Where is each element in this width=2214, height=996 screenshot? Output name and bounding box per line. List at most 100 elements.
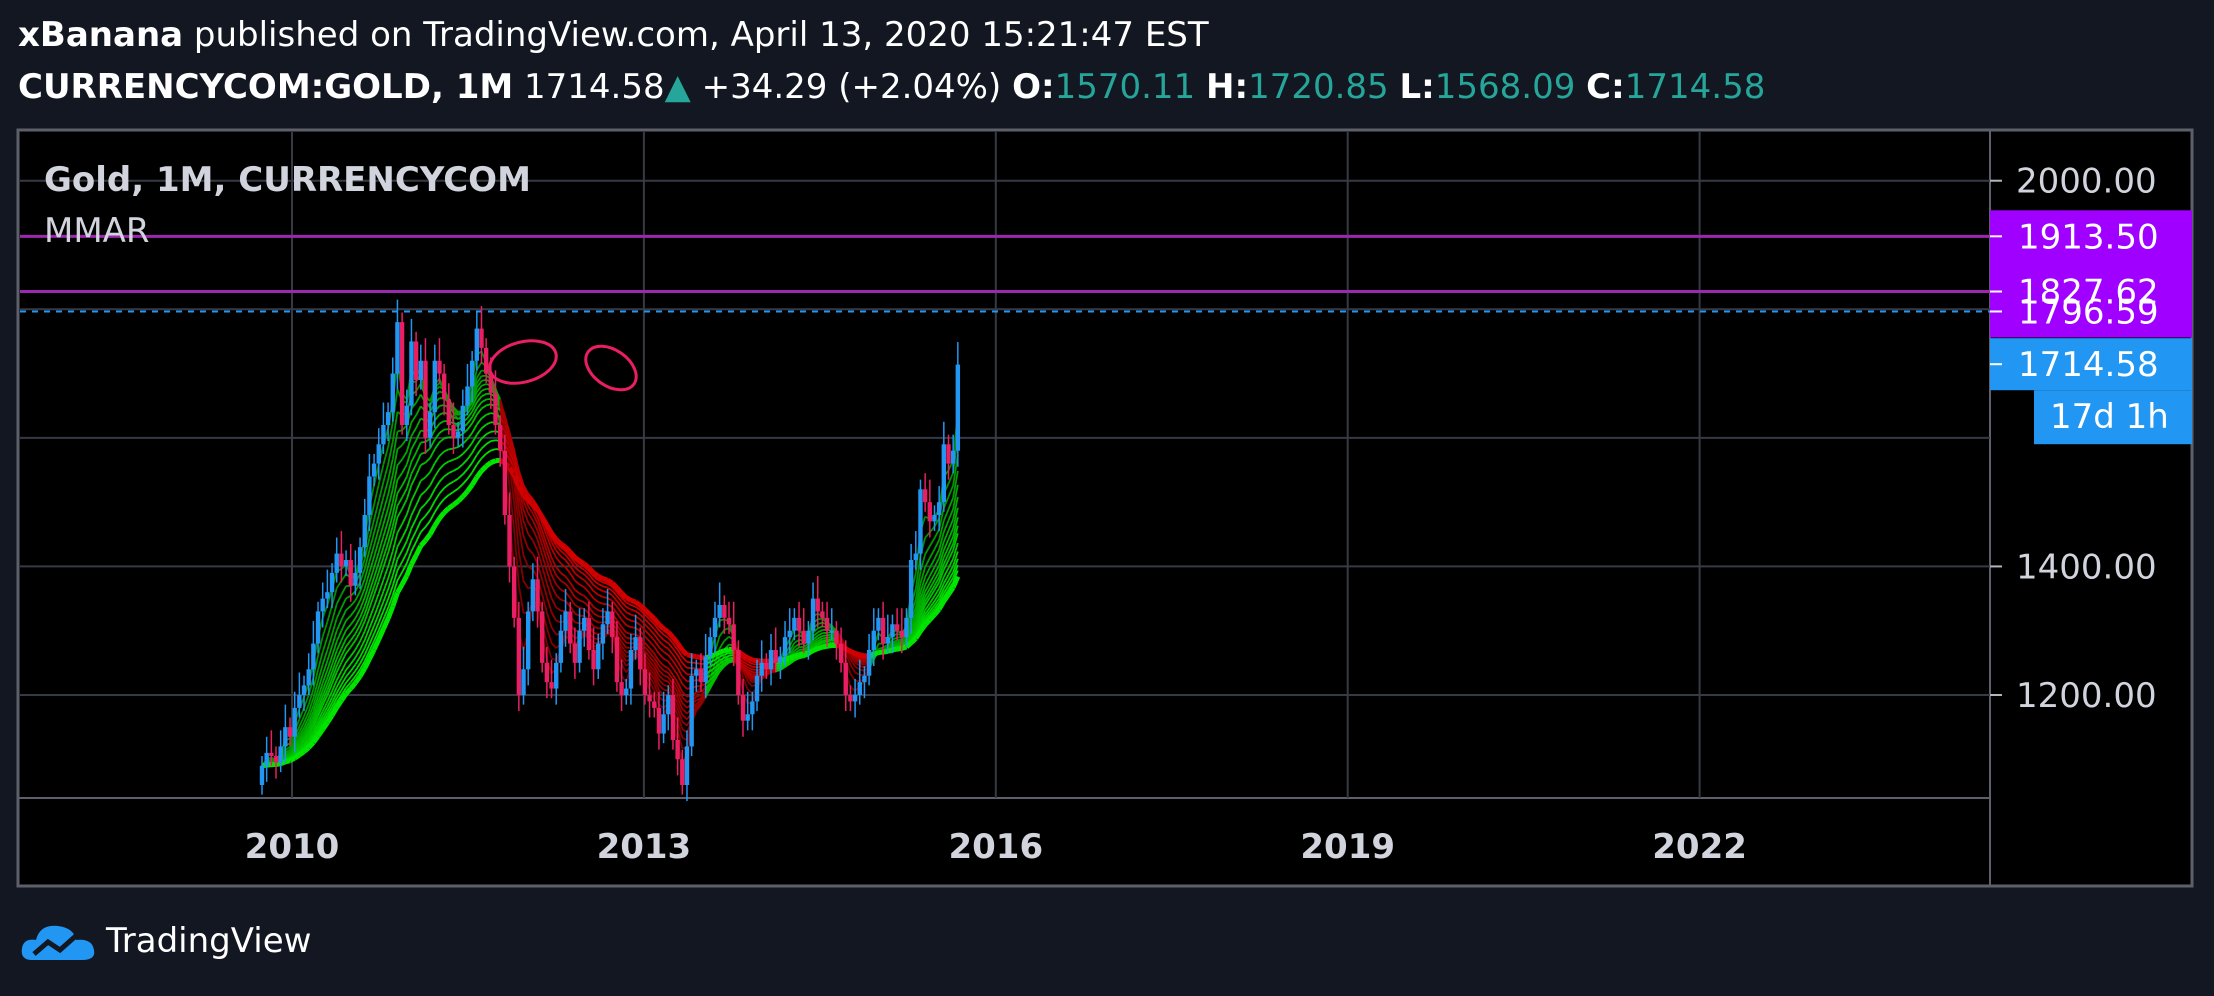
ribbon-line: [536, 517, 544, 532]
ribbon-line: [784, 655, 791, 662]
ribbon-line: [476, 408, 483, 416]
ribbon-line: [307, 719, 315, 731]
ribbon-line: [560, 546, 567, 552]
ribbon-line: [317, 695, 324, 709]
ribbon-line: [546, 560, 553, 576]
ribbon-line: [546, 596, 553, 613]
candle-body: [423, 360, 428, 438]
candle: [320, 582, 325, 628]
ribbon-line: [747, 677, 753, 684]
price-levels: [20, 234, 1992, 313]
ribbon-line: [303, 732, 310, 741]
ribbon-line: [695, 704, 702, 711]
top-circle-1[interactable]: [485, 334, 561, 390]
candle: [493, 370, 498, 435]
ribbon-line: [368, 504, 375, 526]
ribbon-line: [331, 618, 338, 635]
ribbon-line: [582, 561, 591, 570]
candle: [950, 434, 956, 474]
ribbon-line: [714, 670, 721, 679]
ribbon-line: [859, 665, 865, 669]
ribbon-line: [298, 727, 305, 737]
ribbon-line: [434, 468, 441, 478]
ribbon-segment: [348, 573, 358, 691]
ribbon-line: [616, 629, 623, 638]
ribbon-line: [481, 398, 487, 404]
ribbon-line: [321, 677, 329, 691]
ribbon-line: [527, 495, 534, 502]
ribbon-line: [382, 589, 389, 603]
candle: [525, 601, 531, 686]
ribbon-line: [579, 592, 585, 597]
ribbon-line: [924, 613, 931, 621]
candle: [792, 608, 797, 641]
author-name[interactable]: xBanana: [18, 15, 184, 55]
ribbon-line: [339, 692, 349, 703]
ribbon-line: [466, 422, 473, 431]
top-annotations: [485, 334, 645, 399]
ribbon-line: [321, 649, 329, 665]
ribbon-line: [382, 598, 389, 612]
tradingview-footer[interactable]: TradingView: [18, 916, 311, 966]
ribbon-line: [405, 422, 413, 439]
candle-body: [918, 489, 923, 554]
ribbon-segment: [465, 380, 475, 493]
ribbon-line: [593, 575, 599, 581]
ribbon-line: [923, 618, 932, 627]
ribbon-line: [368, 616, 375, 629]
ribbon-line: [438, 437, 445, 443]
ribbon-line: [653, 670, 660, 681]
ribbon-line: [859, 660, 865, 664]
ribbon-line: [405, 473, 413, 489]
ribbon-line: [638, 603, 647, 612]
ribbon-line: [933, 564, 940, 575]
candle: [932, 505, 937, 532]
top-circle-2[interactable]: [578, 337, 645, 399]
ribbon-line: [443, 483, 450, 489]
ribbon-line: [616, 600, 623, 608]
ribbon-line: [443, 494, 450, 500]
ribbon-line: [377, 523, 385, 542]
ribbon-line: [942, 520, 950, 533]
ribbon-line: [331, 692, 338, 704]
ribbon-line: [340, 629, 347, 641]
ribbon-line: [789, 658, 795, 663]
ribbon-line: [368, 640, 375, 652]
ribbon-line: [438, 450, 445, 457]
ribbon-line: [410, 475, 417, 486]
ribbon-line: [672, 660, 679, 669]
ribbon-line: [298, 743, 305, 750]
candle: [353, 550, 358, 596]
ribbon-line: [532, 520, 539, 532]
candle: [843, 640, 848, 712]
ribbon-line: [345, 670, 352, 678]
ribbon-line: [620, 653, 628, 662]
ribbon-line: [340, 682, 347, 691]
ribbon-line: [368, 594, 375, 609]
ribbon-line: [564, 583, 571, 591]
ribbon-line: [345, 595, 352, 600]
ribbon-line: [672, 642, 679, 651]
ribbon-line: [293, 741, 301, 749]
ribbon-line: [723, 646, 730, 654]
ribbon-line: [382, 542, 389, 558]
ribbon-line: [448, 447, 454, 451]
ribbon-segment: [657, 622, 666, 718]
ribbon-line: [568, 550, 577, 559]
ribbon-line: [391, 532, 399, 552]
candle-body: [731, 624, 736, 650]
ribbon-line: [635, 615, 641, 621]
ribbon-line: [938, 531, 945, 550]
ribbon-line: [752, 662, 758, 666]
ribbon-line: [555, 619, 562, 624]
ribbon-line: [696, 662, 702, 665]
ribbon-line: [943, 580, 950, 590]
ribbon-line: [527, 493, 534, 501]
ribbon-line: [579, 576, 585, 581]
close-label: C:: [1586, 67, 1625, 107]
ribbon-line: [653, 674, 660, 686]
ribbon-line: [453, 411, 459, 416]
ribbon-line: [359, 613, 366, 626]
ribbon-line: [892, 641, 898, 646]
